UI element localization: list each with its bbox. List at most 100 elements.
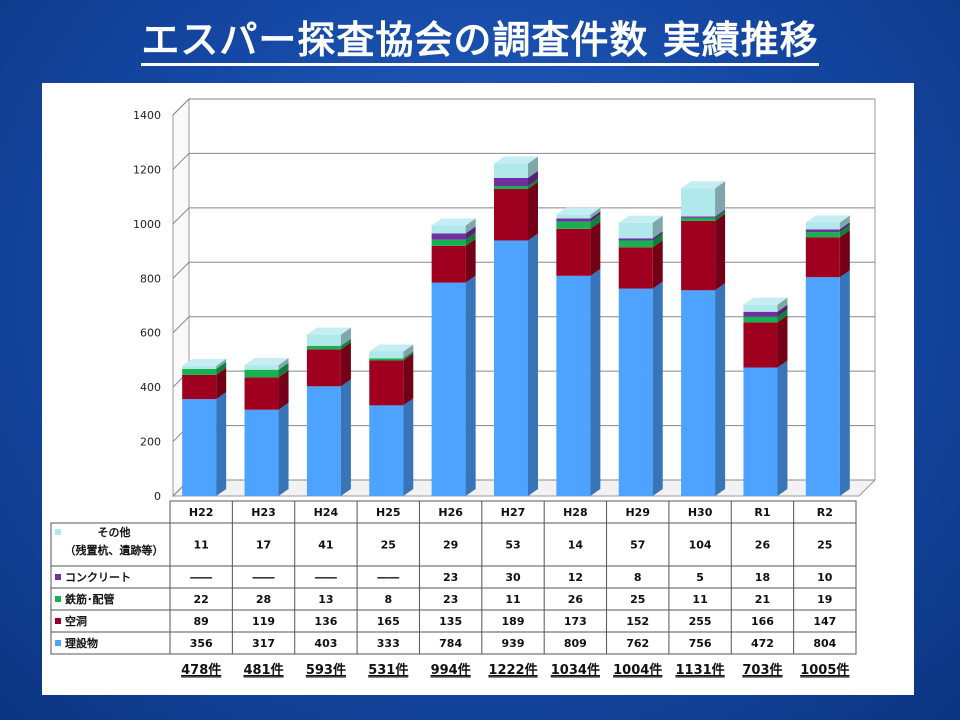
total-label: 481件 (243, 662, 283, 678)
bar-side-concrete (839, 222, 850, 233)
bar-segment-cavity (369, 360, 404, 406)
bar-side-rebar (528, 179, 538, 190)
bar-side-other (216, 358, 227, 369)
gridline (172, 152, 875, 170)
total-label: 478件 (181, 662, 221, 678)
bar-segment-buried (369, 405, 404, 496)
bar-segment-rebar (431, 239, 466, 246)
stacked-bar-chart: 0 200 400 600 800 1000 1200 1400 H22 H23 H24 H25 H26… (50, 97, 877, 678)
bar-segment-buried (556, 275, 591, 496)
y-tick-label: 1200 (133, 163, 161, 176)
total-label: 703件 (742, 662, 782, 678)
table-cell-other: 57 (630, 539, 645, 552)
table-cell-concrete: 5 (696, 571, 704, 584)
bar-side-buried (715, 283, 726, 496)
y-tick-label: 200 (140, 436, 161, 449)
table-cell-other: 41 (318, 539, 333, 552)
table-cell-other: 25 (817, 539, 832, 552)
table-cell-concrete: 8 (634, 571, 642, 584)
table-cell-cavity: 89 (194, 615, 209, 628)
slide-title-text: エスパー探査協会の調査件数 実績推移 (141, 18, 819, 66)
bar-side-cavity (777, 315, 788, 368)
table-cell-other: 14 (568, 539, 584, 552)
table-cell-other: 104 (689, 539, 712, 552)
bar-segment-concrete (805, 229, 840, 233)
bar-segment-rebar (681, 217, 716, 221)
table-cell-cavity: 119 (252, 615, 275, 628)
bar-side-buried (340, 379, 351, 496)
bar-segment-other (556, 214, 591, 219)
category-label: H23 (251, 506, 276, 519)
bar-segment-other (494, 163, 528, 178)
bar-side-other (278, 358, 289, 370)
bar-segment-cavity (306, 349, 341, 387)
table-cell-buried: 756 (689, 637, 712, 650)
table-cell-rebar: 22 (194, 593, 209, 606)
table-cell-rebar: 11 (692, 593, 707, 606)
bar-segment-rebar (618, 240, 653, 248)
bar-segment-other (743, 304, 778, 312)
bar-side-rebar (839, 225, 850, 238)
bar-side-buried (590, 268, 601, 496)
bar-segment-rebar (369, 358, 404, 361)
bar-side-other (465, 218, 476, 234)
bar-top-cap (494, 156, 538, 164)
bar-side-concrete (652, 231, 663, 241)
bar-top-cap (618, 215, 663, 223)
bar-side-buried (528, 233, 538, 496)
bar-segment-other (681, 188, 716, 217)
bar-side-cavity (278, 370, 289, 410)
bar-side-buried (465, 275, 476, 496)
bar-side-cavity (839, 230, 850, 278)
bar-side-rebar (465, 232, 476, 246)
table-cell-rebar: 8 (384, 593, 392, 606)
table-cell-buried: 809 (564, 637, 587, 650)
table-cell-buried: 317 (252, 637, 275, 650)
bar-side-other (839, 215, 850, 230)
bar-side-concrete (777, 304, 788, 317)
bar-segment-buried (805, 277, 840, 496)
bar-segment-cavity (681, 220, 716, 291)
bar-top-cap (431, 218, 476, 226)
y-tick-label: 1000 (133, 218, 161, 231)
table-cell-rebar: 25 (630, 593, 645, 606)
total-label: 994件 (431, 662, 471, 678)
category-label: H25 (376, 506, 401, 519)
category-label: H29 (625, 506, 650, 519)
bar-side-cavity (340, 342, 351, 387)
bar-top-cap (306, 327, 351, 335)
bar-side-concrete (715, 209, 726, 218)
legend-label-concrete: コンクリート (65, 571, 131, 584)
total-label: 1004件 (613, 662, 662, 678)
legend-swatch-cavity (55, 618, 61, 624)
table-cell-cavity: 152 (626, 615, 649, 628)
category-label: H22 (189, 506, 214, 519)
bar-segment-other (244, 365, 279, 370)
bar-side-rebar (590, 214, 601, 229)
bar-side-buried (278, 402, 289, 496)
table-cell-cavity: 165 (377, 615, 400, 628)
bar-side-rebar (777, 309, 788, 323)
bar-segment-rebar (244, 369, 279, 378)
bar-side-cavity (216, 367, 227, 400)
table-cell-concrete: 30 (505, 571, 521, 584)
bar-segment-buried (431, 282, 466, 496)
table-cell-cavity: 147 (813, 615, 836, 628)
y-tick-label: 1400 (133, 109, 161, 122)
category-label: H30 (688, 506, 713, 519)
legend-label-other: その他 (98, 525, 131, 539)
bar-segment-cavity (431, 245, 466, 283)
table-cell-other: 26 (755, 539, 771, 552)
bar-side-cavity (465, 238, 476, 283)
bar-side-concrete (465, 226, 476, 240)
table-cell-concrete: 23 (443, 571, 458, 584)
table-cell-concrete: 12 (568, 571, 583, 584)
table-cell-other: 25 (381, 539, 396, 552)
bar-segment-rebar (182, 368, 217, 375)
table-cell-buried: 762 (626, 637, 649, 650)
bar-segment-concrete (431, 233, 466, 240)
bar-segment-other (306, 334, 341, 346)
bar-top-cap (182, 358, 227, 366)
bar-segment-cavity (805, 237, 840, 278)
legend-label-rebar: 鉄筋･配管 (65, 592, 115, 606)
